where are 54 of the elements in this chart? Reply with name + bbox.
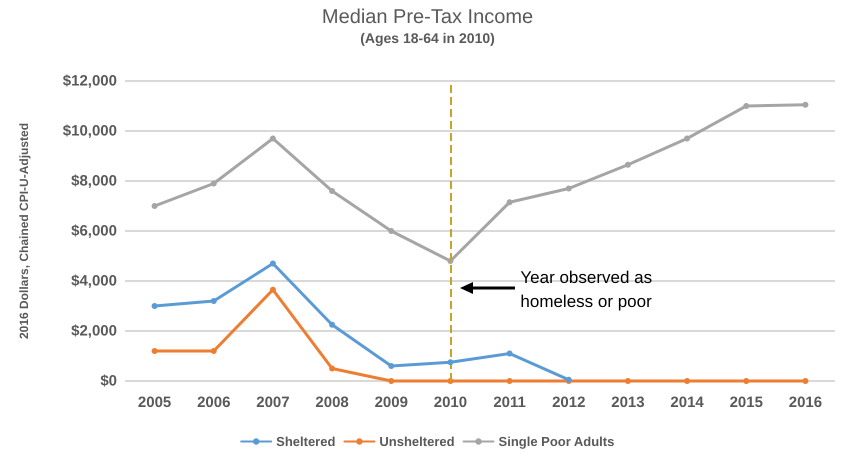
point xyxy=(506,378,513,384)
point xyxy=(270,136,276,142)
point xyxy=(329,366,336,372)
point xyxy=(210,180,217,186)
point xyxy=(152,303,158,309)
legend-label: Sheltered xyxy=(276,434,336,449)
point xyxy=(329,322,336,328)
x-tick-label: 2011 xyxy=(493,394,526,411)
point xyxy=(624,378,631,384)
x-tick-label: 2012 xyxy=(552,394,586,411)
point xyxy=(270,286,276,293)
y-axis-title: 2016 Dollars, Chained CPI-U-Adjusted xyxy=(17,122,31,340)
point xyxy=(329,188,336,194)
point xyxy=(802,378,808,384)
y-tick-label: $8,000 xyxy=(71,172,117,190)
point xyxy=(210,298,217,304)
chart-title: Median Pre-Tax Income xyxy=(322,6,534,28)
point xyxy=(684,378,690,384)
y-tick-label: $2,000 xyxy=(71,322,117,340)
legend-label: Single Poor Adults xyxy=(498,434,614,449)
point xyxy=(152,203,158,209)
point xyxy=(210,348,217,354)
x-tick-label: 2006 xyxy=(197,394,230,411)
annotation: Year observed as homeless or poor xyxy=(520,267,654,313)
point xyxy=(447,359,454,366)
point xyxy=(743,103,750,109)
point xyxy=(566,186,572,192)
x-tick-label: 2005 xyxy=(138,394,172,411)
y-tick-label: $12,000 xyxy=(62,72,117,90)
x-tick-label: 2016 xyxy=(788,394,822,411)
legend-label: Unsheltered xyxy=(379,434,455,449)
point xyxy=(506,350,513,356)
point xyxy=(388,228,394,234)
y-tick-label: $4,000 xyxy=(71,272,117,290)
chart-subtitle: (Ages 18-64 in 2010) xyxy=(360,30,495,46)
point xyxy=(388,363,394,369)
x-tick-label: 2010 xyxy=(434,394,468,411)
point xyxy=(506,199,513,206)
y-tick-label: $0 xyxy=(100,372,117,390)
x-tick-label: 2013 xyxy=(611,394,645,411)
point xyxy=(270,260,276,266)
point xyxy=(743,378,750,384)
x-tick-label: 2015 xyxy=(730,394,763,411)
point xyxy=(388,378,394,384)
x-tick-label: 2009 xyxy=(374,394,408,411)
y-tick-label: $10,000 xyxy=(62,122,117,140)
point xyxy=(152,348,158,354)
x-tick-label: 2008 xyxy=(315,394,349,411)
y-tick-label: $6,000 xyxy=(71,222,117,240)
point xyxy=(624,162,631,168)
x-tick-label: 2007 xyxy=(256,394,290,411)
x-tick-label: 2014 xyxy=(670,394,704,411)
point xyxy=(802,102,808,108)
point xyxy=(684,136,690,142)
